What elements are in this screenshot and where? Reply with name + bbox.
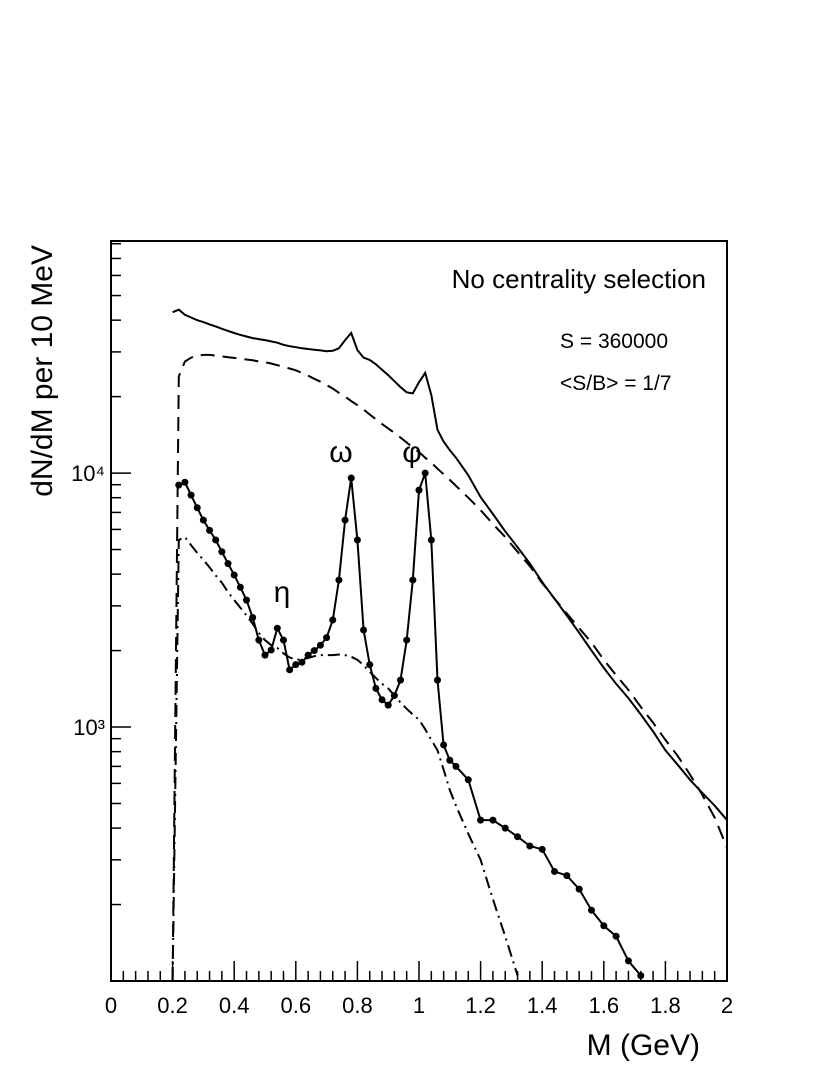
x-tick-label: 1.6 bbox=[589, 993, 620, 1018]
data-point bbox=[446, 756, 454, 764]
x-tick-label: 0.8 bbox=[342, 993, 373, 1018]
annotation: No centrality selection bbox=[452, 264, 706, 294]
annotation: ω bbox=[329, 436, 352, 469]
x-tick-label: 0.6 bbox=[281, 993, 312, 1018]
data-point bbox=[360, 626, 368, 634]
data-point bbox=[526, 842, 534, 850]
data-point bbox=[477, 816, 485, 824]
x-tick-label: 1.4 bbox=[527, 993, 558, 1018]
data-point bbox=[323, 634, 331, 642]
data-point bbox=[335, 576, 343, 584]
series-line bbox=[171, 535, 519, 981]
data-point bbox=[249, 613, 257, 621]
series-line bbox=[178, 472, 642, 977]
data-point bbox=[403, 636, 411, 644]
data-point bbox=[187, 491, 195, 499]
series-line bbox=[171, 353, 727, 981]
data-point bbox=[501, 824, 509, 832]
data-point bbox=[212, 536, 220, 544]
data-point bbox=[243, 596, 251, 604]
data-point bbox=[612, 932, 620, 940]
data-point bbox=[514, 833, 522, 841]
x-tick-label: 0.4 bbox=[219, 993, 250, 1018]
data-point bbox=[384, 701, 392, 709]
data-point bbox=[464, 776, 472, 784]
data-point bbox=[279, 636, 287, 644]
series-line bbox=[172, 308, 727, 821]
data-point bbox=[353, 536, 361, 544]
data-point bbox=[538, 845, 546, 853]
data-point bbox=[255, 636, 263, 644]
x-tick-label: 1.2 bbox=[465, 993, 496, 1018]
data-point bbox=[236, 583, 244, 591]
data-point bbox=[261, 651, 269, 659]
data-point bbox=[175, 481, 183, 489]
y-axis-title: dN/dM per 10 MeV bbox=[26, 245, 59, 497]
data-point bbox=[218, 548, 226, 556]
data-point bbox=[199, 516, 207, 524]
data-point bbox=[224, 560, 232, 568]
x-tick-label: 1 bbox=[413, 993, 425, 1018]
data-point bbox=[421, 469, 429, 477]
data-point bbox=[551, 867, 559, 875]
x-tick-label: 2 bbox=[721, 993, 733, 1018]
data-point bbox=[298, 658, 306, 666]
x-axis-title: M (GeV) bbox=[587, 1029, 700, 1062]
data-point bbox=[433, 676, 441, 684]
plot-area bbox=[171, 308, 727, 981]
data-point bbox=[286, 666, 294, 674]
data-point bbox=[181, 478, 189, 486]
data-point bbox=[563, 872, 571, 880]
data-point bbox=[193, 504, 201, 512]
data-point bbox=[624, 957, 632, 965]
data-point bbox=[415, 486, 423, 494]
data-point bbox=[489, 816, 497, 824]
data-point bbox=[409, 576, 417, 584]
data-point bbox=[378, 696, 386, 704]
data-point bbox=[397, 676, 405, 684]
data-point bbox=[292, 661, 300, 669]
data-point bbox=[440, 741, 448, 749]
data-point bbox=[316, 641, 324, 649]
data-point bbox=[575, 885, 583, 893]
annotation: <S/B> = 1/7 bbox=[560, 372, 672, 395]
annotation: S = 360000 bbox=[560, 330, 668, 353]
data-point bbox=[600, 922, 608, 930]
y-tick-label: 10⁴ bbox=[71, 461, 105, 486]
annotation: η bbox=[274, 576, 291, 609]
x-tick-label: 0.2 bbox=[157, 993, 188, 1018]
data-point bbox=[267, 646, 275, 654]
data-point bbox=[329, 616, 337, 624]
data-point bbox=[310, 647, 318, 655]
data-point bbox=[427, 536, 435, 544]
data-point bbox=[206, 526, 214, 534]
data-point bbox=[347, 474, 355, 482]
x-tick-label: 1.8 bbox=[650, 993, 681, 1018]
data-point bbox=[273, 624, 281, 632]
data-point bbox=[452, 762, 460, 770]
data-point bbox=[230, 571, 238, 579]
data-point bbox=[341, 516, 349, 524]
data-point bbox=[587, 906, 595, 914]
data-point bbox=[372, 684, 380, 692]
x-tick-label: 0 bbox=[105, 993, 117, 1018]
annotation: φ bbox=[402, 436, 421, 469]
data-point bbox=[366, 661, 374, 669]
y-tick-label: 10³ bbox=[73, 715, 105, 740]
